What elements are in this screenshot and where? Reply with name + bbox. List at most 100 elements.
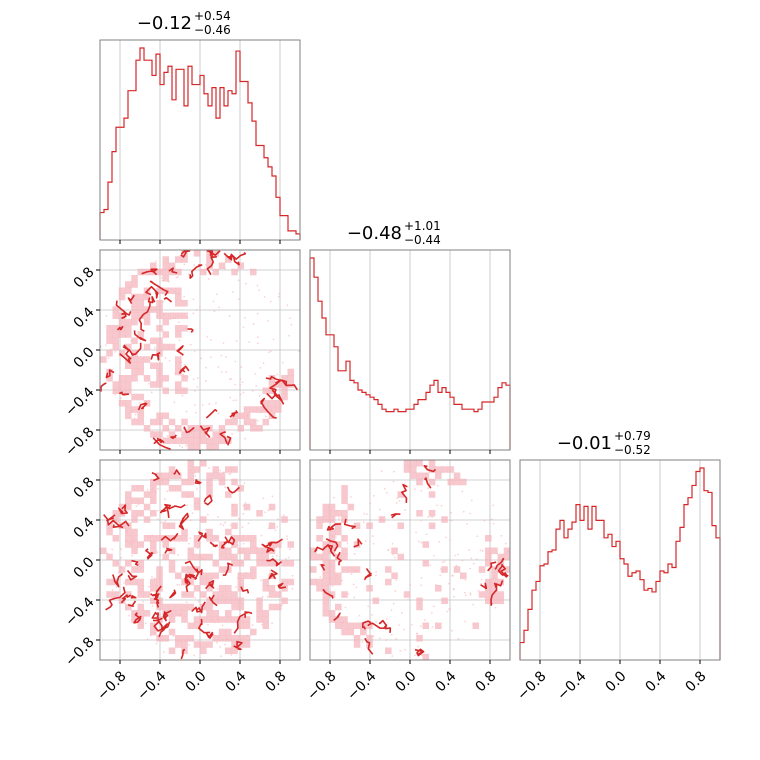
scatter-1-2-point (288, 334, 290, 337)
scatter-1-2-point (148, 382, 151, 385)
scatter-1-3-point (230, 654, 233, 656)
scatter-1-2-contour (219, 431, 228, 444)
scatter-1-3-density-cell (200, 460, 207, 467)
scatter-2-3-point (479, 549, 482, 552)
scatter-1-3-density-cell (206, 603, 213, 611)
scatter-1-2-point (263, 296, 266, 298)
scatter-2-3-density-cell (391, 547, 398, 555)
scatter-1-3-density-cell (200, 578, 207, 586)
scatter-1-2-point (107, 357, 110, 360)
scatter-1-2-density-cell (168, 431, 176, 438)
scatter-1-2-density-cell (156, 368, 163, 376)
scatter-1-3-point (159, 554, 162, 556)
scatter-2-3-density-cell (478, 566, 486, 573)
scatter-1-3-density-cell (156, 566, 163, 573)
scatter-1-3-point (229, 472, 232, 475)
scatter-1-2-point (239, 378, 242, 381)
scatter-1-3-density-cell (156, 578, 163, 586)
scatter-1-3-density-cell (225, 528, 232, 536)
scatter-1-2-point (204, 380, 207, 382)
scatter-1-3-density-cell (193, 503, 201, 511)
hist-3-steps (519, 467, 721, 660)
scatter-2-3-point (461, 490, 464, 493)
scatter-1-2-density-cell (237, 412, 245, 420)
scatter-1-3-density-cell (156, 472, 163, 480)
scatter-1-2-point (196, 309, 198, 311)
scatter-1-2-density-cell (131, 318, 138, 326)
scatter-1-2-density-cell (131, 312, 138, 320)
scatter-1-2-density-cell (162, 437, 170, 445)
scatter-1-2-density-cell (181, 325, 188, 332)
scatter-1-3-point (141, 600, 144, 603)
scatter-2-3-density-cell (416, 603, 423, 611)
scatter-1-2-density-cell (137, 300, 145, 307)
scatter-2-3-point (470, 499, 473, 502)
scatter-2-3-density-cell (485, 535, 492, 542)
scatter-1-2-density-cell (100, 356, 107, 363)
scatter-2-3-point (431, 611, 433, 614)
scatter-1-3-contour (133, 612, 142, 624)
scatter-1-2-density-cell (137, 368, 145, 376)
scatter-2-3-density-cell (347, 622, 355, 630)
scatter-1-2-density-cell (118, 312, 126, 320)
scatter-1-3-density-cell (256, 616, 263, 623)
scatter-1-2-density-cell (125, 400, 132, 407)
scatter-1-3-point (193, 654, 196, 657)
scatter-1-2-density-cell (200, 425, 207, 432)
scatter-2-3-density-cell (335, 578, 342, 586)
scatter-2-3-density-cell (447, 478, 455, 486)
scatter-1-2-point (168, 359, 171, 362)
scatter-2-3-point (436, 484, 439, 487)
scatter-2-3-density-cell (435, 466, 442, 473)
scatter-1-3-point (160, 521, 163, 524)
scatter-2-3-point (392, 480, 395, 483)
scatter-2-3-point (358, 614, 361, 617)
scatter-1-2-density-cell (156, 381, 163, 388)
scatter-1-2-density-cell (131, 275, 138, 282)
scatter-2-3-point (380, 622, 383, 625)
scatter-1-3-density-cell (200, 641, 207, 648)
scatter-2-3-point (400, 612, 403, 614)
scatter-1-2-density-cell (112, 343, 120, 351)
scatter-2-3-point (391, 542, 394, 545)
scatter-1-3-density-cell (218, 591, 226, 598)
scatter-2-3-point (475, 558, 478, 561)
scatter-1-3-density-cell (206, 472, 213, 480)
scatter-2-3-density-cell (422, 560, 430, 567)
scatter-1-3-density-cell (125, 603, 132, 611)
scatter-2-3-density-cell (428, 466, 436, 473)
scatter-1-3-density-cell (237, 572, 245, 580)
scatter-1-2-density-cell (131, 368, 138, 376)
scatter-1-3-density-cell (287, 541, 295, 548)
scatter-2-3-point (409, 584, 412, 587)
scatter-1-3-density-cell (193, 541, 201, 548)
scatter-1-3-density-cell (225, 635, 232, 642)
scatter-1-3-contour (150, 593, 160, 602)
scatter-1-2-point (281, 361, 284, 364)
scatter-1-2-point (217, 366, 220, 368)
scatter-1-2-point (242, 326, 245, 329)
scatter-1-2-ytick-label: 0.4 (71, 304, 98, 331)
scatter-2-3-point (369, 502, 372, 505)
scatter-1-2-density-cell (118, 387, 126, 395)
scatter-1-3-density-cell (206, 491, 213, 498)
scatter-2-3-density-cell (441, 516, 448, 523)
scatter-1-3-density-cell (231, 535, 238, 542)
scatter-2-3-density-cell (416, 510, 423, 517)
scatter-1-2-density-cell (112, 387, 120, 395)
scatter-1-3-point (163, 498, 166, 500)
scatter-2-3-density-cell (385, 647, 392, 655)
scatter-2-3-density-cell (428, 491, 436, 498)
scatter-2-3-point (492, 522, 495, 525)
scatter-1-2-contour (206, 256, 214, 276)
scatter-1-2-density-cell (275, 400, 282, 407)
scatter-2-3-density-cell (328, 547, 336, 555)
scatter-1-3-density-cell (143, 503, 151, 511)
scatter-1-3-density-cell (200, 591, 207, 598)
scatter-1-2-density-cell (206, 256, 213, 263)
scatter-1-3-density-cell (175, 572, 182, 580)
scatter-1-2-density-cell (187, 431, 195, 438)
scatter-1-2-density-cell (181, 250, 188, 257)
scatter-2-3-point (420, 576, 423, 579)
scatter-2-3-point (420, 654, 423, 657)
